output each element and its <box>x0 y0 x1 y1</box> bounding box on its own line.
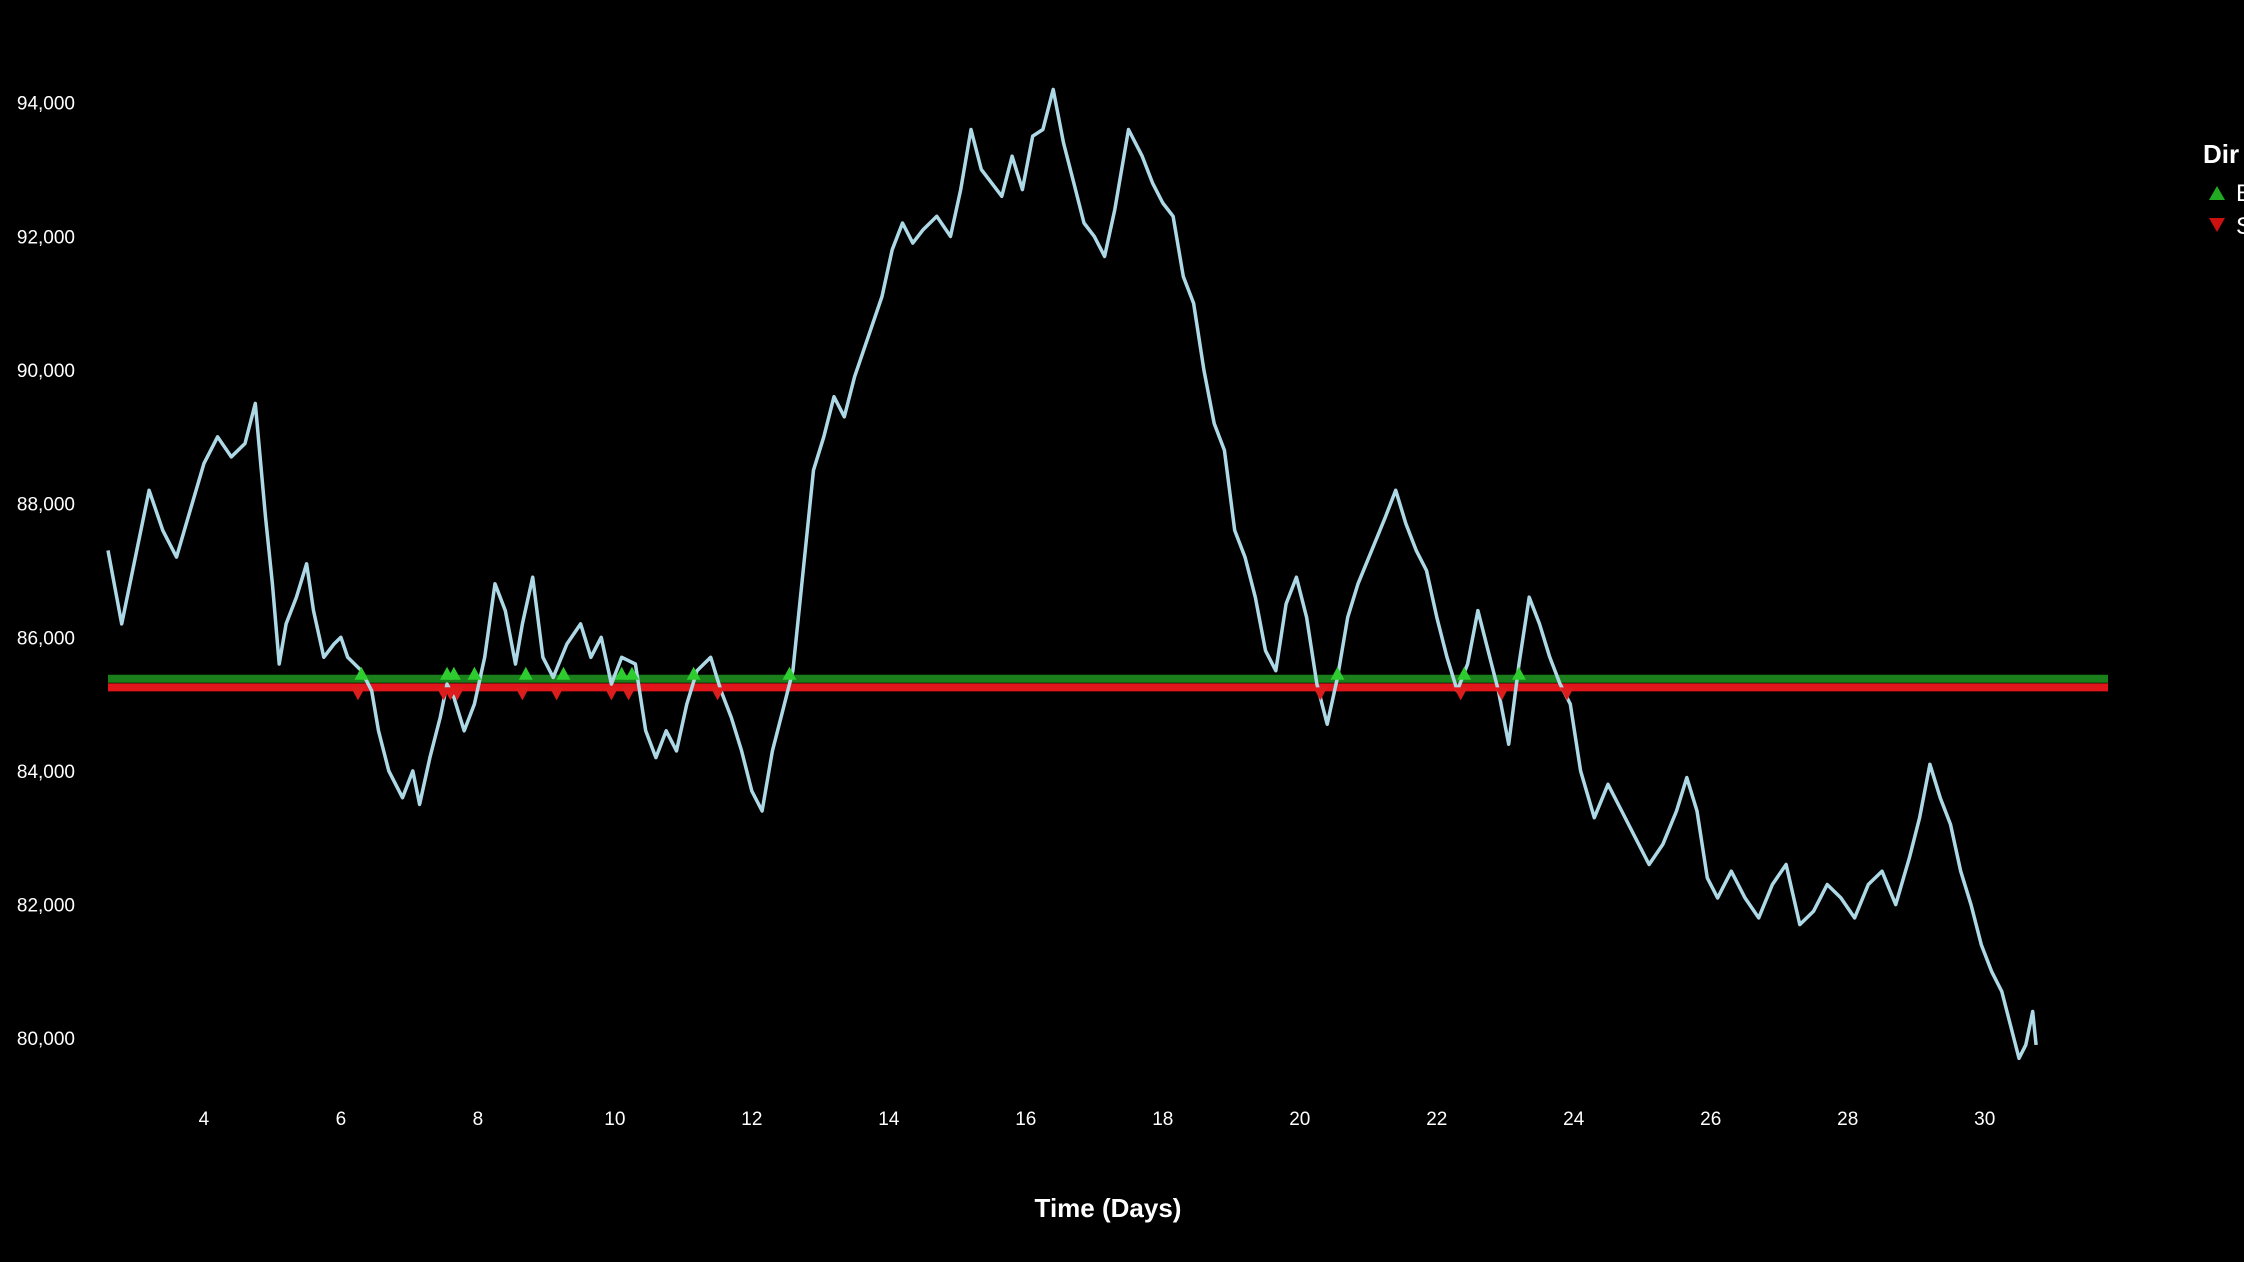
buy-marker-12 <box>1511 666 1526 680</box>
y-tick-label: 84,000 <box>17 762 75 783</box>
buy-marker-4 <box>518 666 533 680</box>
x-tick-label: 6 <box>336 1109 347 1130</box>
sell-marker-9 <box>1313 687 1328 701</box>
x-tick-label: 12 <box>741 1109 762 1130</box>
sell-marker-11 <box>1494 687 1509 701</box>
y-tick-label: 82,000 <box>17 896 75 917</box>
x-tick-label: 4 <box>199 1109 210 1130</box>
legend: Dir B S <box>2203 139 2244 240</box>
buy-marker-2 <box>446 666 461 680</box>
buy-marker-9 <box>782 666 797 680</box>
x-tick-label: 30 <box>1974 1109 1995 1130</box>
x-tick-label: 10 <box>604 1109 625 1130</box>
x-tick-label: 24 <box>1563 1109 1585 1130</box>
sell-marker-12 <box>1559 687 1574 701</box>
buy-marker-3 <box>467 666 482 680</box>
y-tick-label: 90,000 <box>17 361 75 382</box>
x-tick-label: 14 <box>878 1109 900 1130</box>
x-tick-label: 20 <box>1289 1109 1310 1130</box>
x-tick-label: 26 <box>1700 1109 1721 1130</box>
sell-marker-0 <box>351 687 365 701</box>
y-axis-ticks: 80,000 82,000 84,000 86,000 88,000 90,000 92,0… <box>17 94 75 1050</box>
legend-title: Dir <box>2203 139 2239 169</box>
buy-marker-8 <box>686 666 701 680</box>
y-tick-label: 92,000 <box>17 227 75 248</box>
x-axis-title: Time (Days) <box>1035 1193 1182 1223</box>
x-axis-ticks: 4 6 8 10 12 14 16 18 20 22 24 26 28 30 <box>199 1109 1996 1130</box>
buy-marker-6 <box>614 666 629 680</box>
x-tick-label: 8 <box>473 1109 484 1130</box>
price-series-layer <box>106 87 2038 1061</box>
legend-sell-triangle-icon <box>2209 218 2225 232</box>
buy-marker-10 <box>1330 666 1345 680</box>
trade-markers-layer <box>351 666 1574 701</box>
y-tick-label: 86,000 <box>17 628 75 649</box>
sell-marker-8 <box>710 687 725 701</box>
sell-marker-7 <box>621 687 636 701</box>
x-tick-label: 16 <box>1015 1109 1036 1130</box>
x-tick-label: 18 <box>1152 1109 1173 1130</box>
sell-marker-4 <box>515 687 530 701</box>
sell-marker-6 <box>604 687 619 701</box>
sell-marker-10 <box>1453 687 1468 701</box>
buy-marker-5 <box>556 666 571 680</box>
legend-buy-triangle-icon <box>2209 186 2225 200</box>
legend-sell-label: S <box>2236 213 2244 240</box>
x-tick-label: 22 <box>1426 1109 1447 1130</box>
x-tick-label: 28 <box>1837 1109 1858 1130</box>
price-line <box>106 87 2038 1061</box>
buy-marker-11 <box>1457 666 1472 680</box>
y-tick-label: 94,000 <box>17 94 75 115</box>
buy-marker-7 <box>624 666 639 680</box>
y-tick-label: 88,000 <box>17 495 75 516</box>
y-tick-label: 80,000 <box>17 1029 75 1050</box>
sell-marker-3 <box>450 687 465 701</box>
sell-marker-5 <box>549 687 564 701</box>
buy-marker-0 <box>354 666 369 680</box>
legend-buy-label: B <box>2236 180 2244 207</box>
